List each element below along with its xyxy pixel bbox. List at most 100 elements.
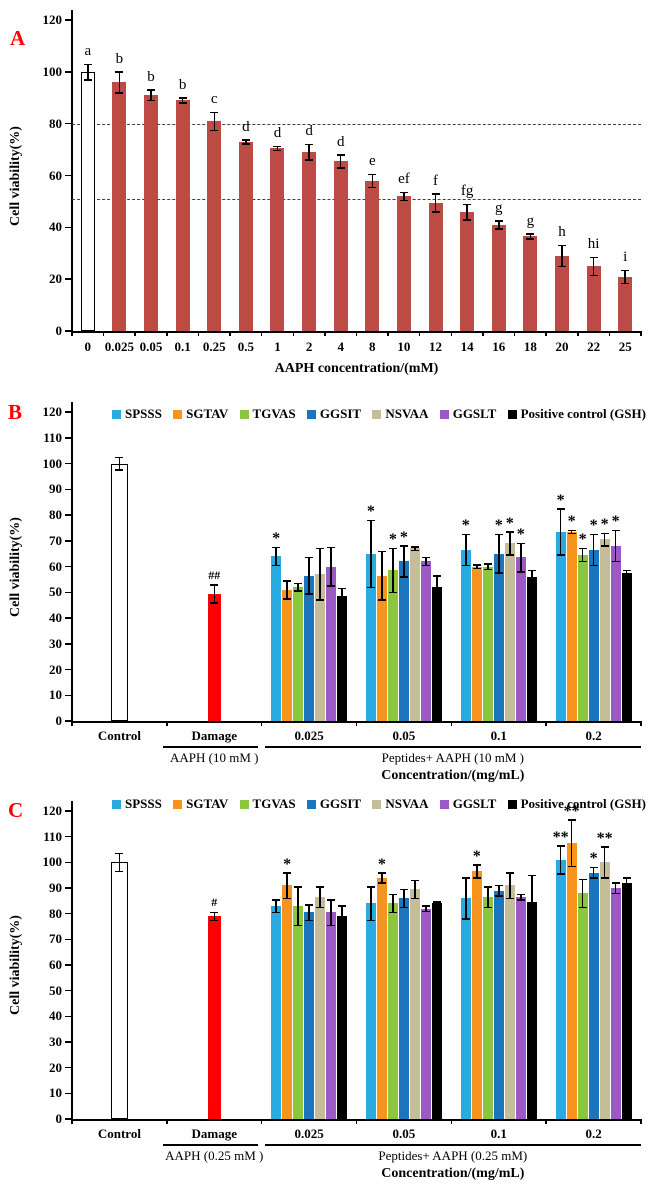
damage-group-sublabel: AAPH (10 mM ): [170, 750, 259, 765]
error-bar: [308, 557, 310, 594]
legend-item: SGTAV: [173, 796, 228, 812]
legend-item: SPSSS: [112, 796, 162, 812]
bar: [523, 236, 538, 331]
y-axis-tick: [65, 694, 72, 696]
legend-swatch-nsvaa: [372, 409, 382, 419]
error-bar-cap-top: [305, 556, 314, 559]
error-bar-cap-bottom: [366, 919, 375, 922]
error-bar-cap-bottom: [527, 582, 536, 585]
x-axis-tick-label: 0.25: [202, 339, 226, 354]
error-bar: [592, 257, 595, 276]
error-bar-cap-bottom: [410, 549, 419, 552]
error-bar-cap-top: [338, 905, 347, 907]
error-bar-cap-bottom: [494, 895, 503, 897]
panel-c-peptides-025mM-chart: C 0 10 20 30 40 50 60 70 80 90 100 110 120 Cell viabi…: [0, 780, 650, 1194]
error-bar-cap-top: [178, 97, 187, 99]
x-axis-tick-label: 1: [274, 339, 281, 354]
bar: [376, 877, 387, 1119]
significance-mark: *: [516, 526, 525, 544]
bar: [409, 548, 420, 721]
bar: [110, 463, 128, 721]
error-bar-cap-top: [431, 193, 440, 195]
y-axis-tick-label: 70: [49, 532, 62, 548]
error-bar: [625, 570, 628, 576]
error-bar: [625, 877, 628, 888]
error-bar-cap-top: [432, 575, 441, 577]
x-axis-tick: [71, 1119, 73, 1124]
y-axis-tick-label: 10: [49, 687, 62, 703]
x-axis-tick-label: 20: [555, 339, 569, 354]
error-bar-cap-bottom: [399, 199, 408, 202]
y-axis-tick-label: 80: [49, 905, 62, 921]
bar: [621, 882, 632, 1119]
bar: [526, 576, 537, 721]
error-bar: [330, 547, 332, 586]
error-bar-cap-top: [527, 569, 536, 572]
error-bar: [381, 551, 383, 600]
y-axis-tick-label: 80: [49, 507, 62, 522]
bar: [610, 545, 621, 721]
significance-mark: *: [494, 517, 503, 535]
error-bar: [434, 193, 437, 212]
y-axis-tick: [65, 668, 72, 671]
error-bar-cap-bottom: [283, 598, 292, 600]
y-axis-tick: [65, 19, 72, 21]
error-bar: [341, 905, 343, 927]
y-axis-tick: [65, 462, 72, 465]
error-bar: [581, 879, 584, 908]
legend-swatch-tgvas: [239, 799, 249, 809]
legend-label: NSVAA: [385, 406, 429, 421]
error-bar: [592, 867, 595, 878]
error-bar-cap-bottom: [305, 919, 314, 922]
bar: [471, 871, 482, 1119]
error-bar-cap-top: [283, 872, 292, 874]
error-bar-cap-bottom: [622, 575, 631, 577]
error-bar-cap-bottom: [336, 167, 345, 169]
x-axis-tick: [387, 331, 389, 336]
significance-letter: g: [526, 212, 535, 229]
x-axis-tick: [482, 331, 484, 336]
bar: [554, 255, 569, 331]
significance-letter: fg: [460, 183, 474, 199]
error-bar-cap-bottom: [283, 897, 292, 900]
error-bar-cap-top: [421, 556, 430, 559]
bar: [566, 843, 577, 1119]
significance-letter: b: [115, 50, 124, 67]
error-bar-cap-top: [338, 587, 347, 590]
error-bar-cap-top: [589, 533, 598, 536]
error-bar-cap-top: [600, 532, 609, 535]
error-bar-cap-top: [516, 542, 525, 545]
y-axis-tick-label: 30: [49, 1034, 62, 1049]
x-axis-tick-label: 0.025: [294, 1126, 324, 1141]
error-bar-cap-top: [327, 546, 336, 549]
y-axis-tick-label: 100: [42, 63, 63, 79]
y-axis-tick-label: 0: [55, 1111, 63, 1126]
bar: [326, 912, 337, 1119]
panel-a-viability-vs-aaph-chart: A 0 20 40 60 80 100 120 Cell viability(%) a 0 b 0.0…: [0, 0, 650, 378]
error-bar: [403, 192, 405, 201]
error-bar: [476, 564, 478, 569]
significance-letter: d: [305, 123, 313, 140]
x-axis-tick: [640, 721, 642, 726]
error-bar: [559, 508, 562, 555]
bar: [365, 180, 380, 331]
damage-bracket-line: [162, 746, 258, 748]
bar: [175, 100, 190, 331]
x-axis-tick: [355, 331, 358, 336]
significance-letter: d: [273, 125, 282, 142]
error-bar-cap-bottom: [115, 870, 124, 873]
error-bar-cap-top: [600, 846, 609, 848]
y-axis-tick: [65, 720, 72, 722]
x-axis-tick: [324, 331, 326, 336]
error-bar-cap-bottom: [516, 571, 525, 573]
y-axis-tick: [65, 643, 72, 645]
y-axis-tick: [65, 989, 72, 992]
error-bar: [414, 546, 416, 551]
bar: [588, 549, 599, 721]
legend-label: SGTAV: [186, 796, 229, 811]
x-axis-title: Concentration/(mg/mL): [381, 768, 525, 783]
error-bar: [370, 520, 372, 588]
legend: SPSSS SGTAV TGVAS GGSIT NSVAA GGSLT Positive c…: [112, 796, 646, 812]
y-axis-line: [71, 402, 73, 721]
